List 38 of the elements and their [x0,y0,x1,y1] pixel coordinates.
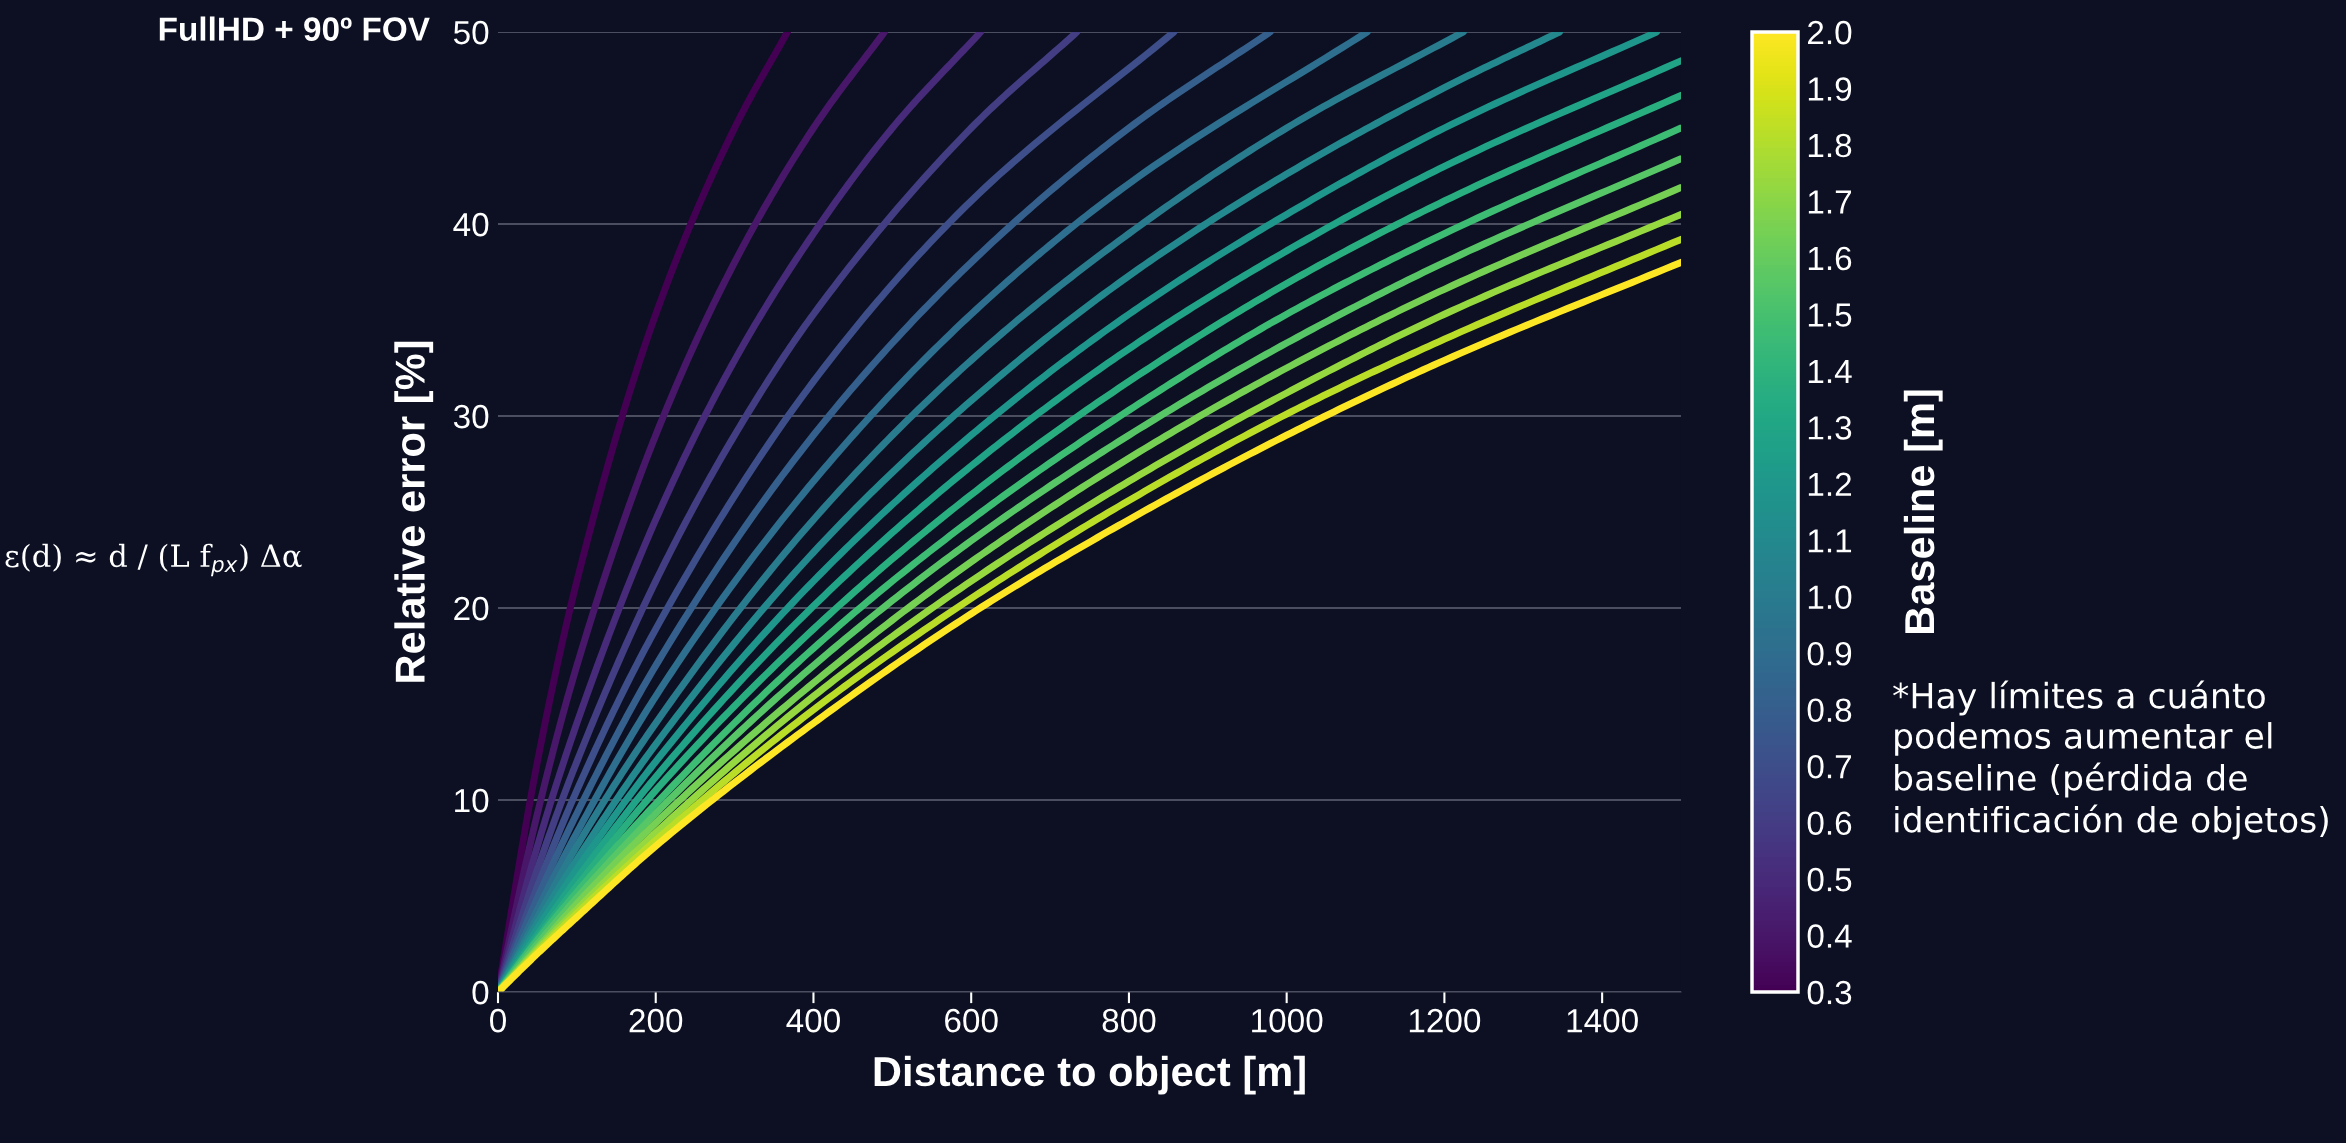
color-bar-label: 1.4 [1808,359,1852,383]
x-tick-label: 1000 [1252,1008,1323,1033]
color-bar-label: 0.3 [1807,980,1852,1005]
color-bar-label: 0.7 [1807,754,1851,779]
color-bar-label: 1.0 [1808,585,1852,610]
x-tick-label: 1400 [1567,1008,1638,1033]
color-bar-label: 1.3 [1808,416,1852,440]
text: ε(d) ≈ d / (L f$_{px}$) Δα [5,543,302,577]
y-tick-label: 0 [472,980,489,1005]
color-bar-label: 1.6 [1808,246,1852,271]
y-tick-label: 20 [454,596,489,621]
color-bar-label: 0.4 [1807,924,1852,948]
color-bar-label: 0.9 [1807,641,1852,666]
x-tick-label: 200 [629,1008,683,1033]
text: *Hay límites a cuánto podemos aumentar el baseline (pérdida de identificación de objetos) [1893,680,2328,840]
color-bar-label: 2.0 [1808,20,1852,45]
color-bar-label: 1.1 [1808,529,1852,553]
x-tick-label: 1200 [1409,1008,1481,1033]
y-tick-label: 30 [453,404,489,429]
y-tick-label: 50 [453,20,489,45]
chart-title: FullHD + 90º FOV [159,16,430,41]
color-bar-title: Baseline [m] [1903,390,1943,634]
color-bar-label: 1.9 [1808,77,1852,101]
color-bar-label: 0.8 [1807,698,1852,723]
x-axis-title: Distance to object [m] [874,1055,1305,1095]
x-tick-label: 400 [786,1008,840,1033]
color-bar-label: 1.8 [1808,133,1852,158]
color-bar-label: 1.2 [1808,472,1851,496]
y-tick-label: 10 [455,788,489,813]
y-tick-label: 40 [453,212,489,237]
color-bar-label: 0.6 [1807,811,1852,835]
color-bar-label: 0.5 [1807,867,1852,892]
y-axis-title: Relative error [%] [394,341,434,682]
x-tick-label: 0 [490,1008,506,1033]
color-bar-label: 1.7 [1808,190,1851,214]
color-bar-label: 1.5 [1808,303,1852,327]
x-tick-label: 600 [945,1008,998,1033]
x-tick-label: 800 [1102,1008,1156,1033]
